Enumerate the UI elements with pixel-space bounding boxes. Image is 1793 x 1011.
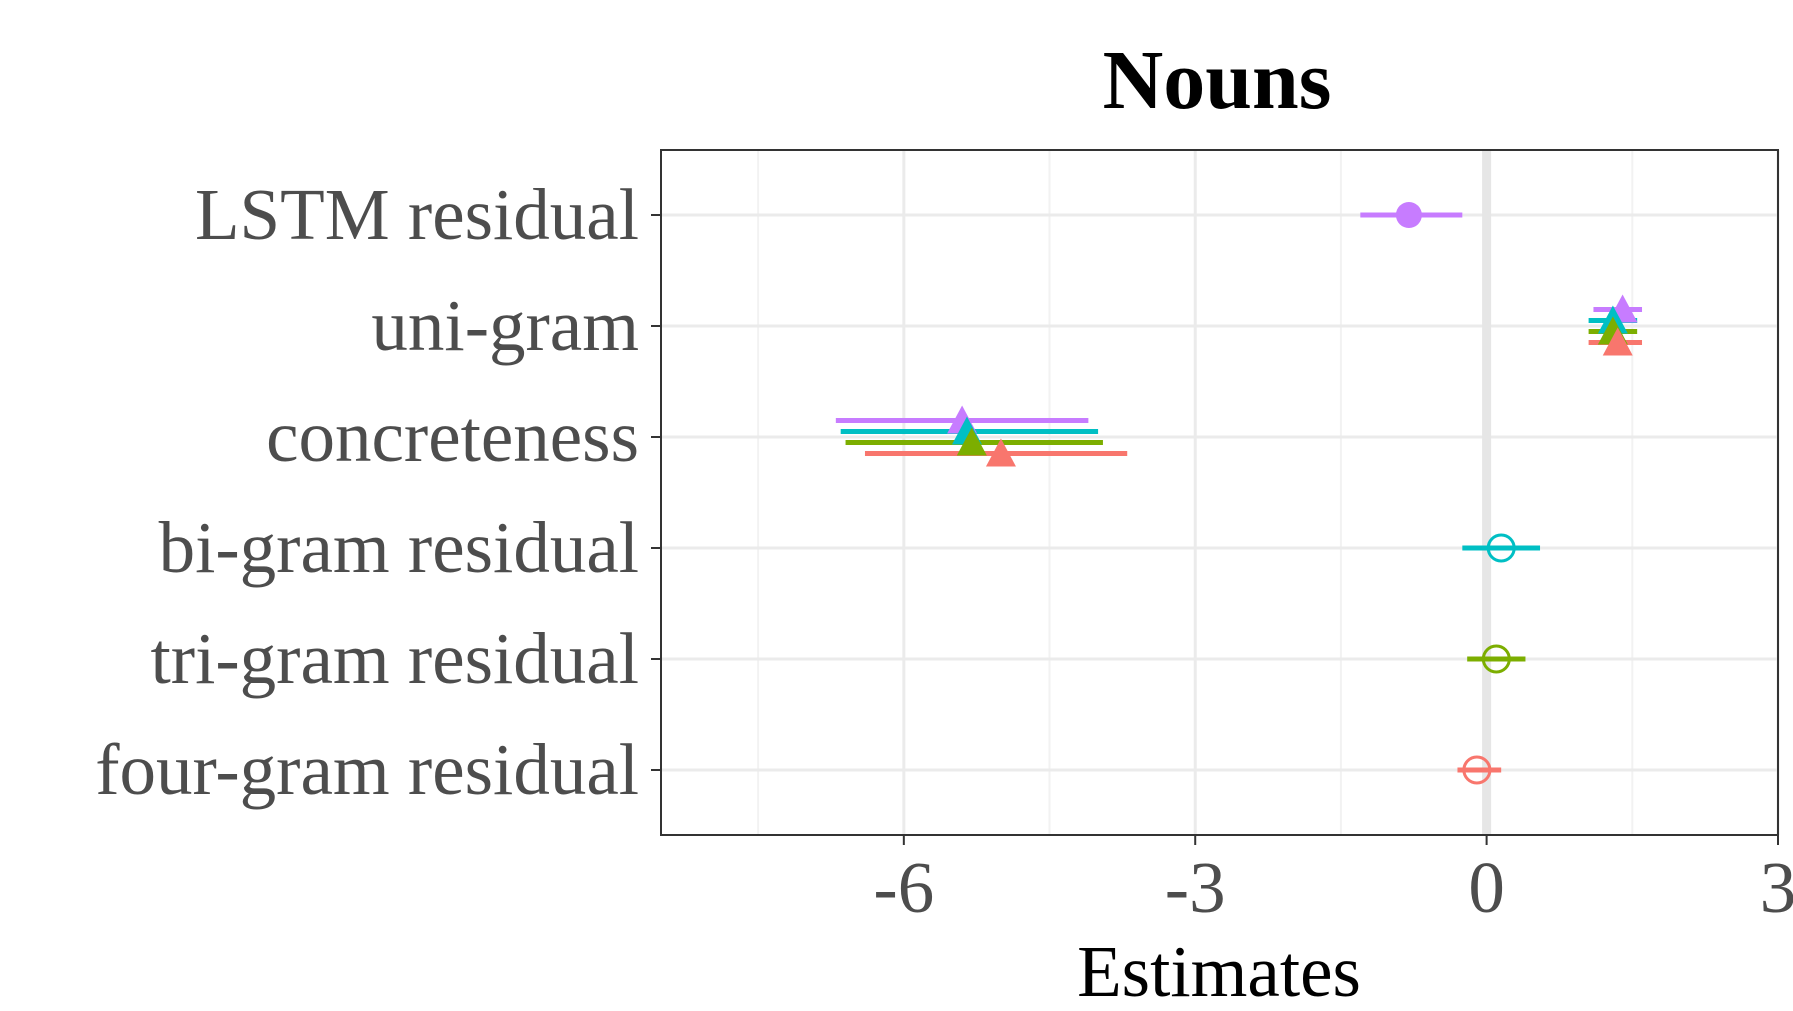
y-tick-label: bi-gram residual — [159, 507, 639, 588]
filled-circle-point — [1395, 202, 1422, 228]
grid-layer — [661, 150, 1780, 835]
y-tick-label: concreteness — [266, 396, 639, 477]
point-layer — [947, 202, 1638, 785]
error-bar-layer — [835, 212, 1643, 773]
y-tick-label: tri-gram residual — [150, 618, 639, 699]
x-tick-label: 0 — [1468, 847, 1505, 928]
triangle-point — [956, 427, 987, 456]
x-tick-label: -6 — [873, 847, 934, 928]
x-axis-label: Estimates — [1077, 931, 1361, 1011]
chart-title: Nouns — [1103, 34, 1332, 127]
open-circle-point — [1481, 644, 1511, 674]
y-tick-label: uni-gram — [371, 285, 639, 366]
open-circle-point — [1486, 533, 1516, 563]
triangle-point — [1602, 327, 1633, 356]
x-tick-label: 3 — [1760, 847, 1793, 928]
plot-panel-border — [660, 149, 1779, 836]
triangle-point — [985, 438, 1016, 467]
y-tick-label: LSTM residual — [195, 174, 639, 255]
axis-layer: LSTM residual uni-gram concreteness bi-gram… — [95, 174, 1793, 928]
x-tick-label: -3 — [1165, 847, 1226, 928]
open-circle-point — [1462, 755, 1492, 785]
y-tick-label: four-gram residual — [95, 729, 639, 810]
